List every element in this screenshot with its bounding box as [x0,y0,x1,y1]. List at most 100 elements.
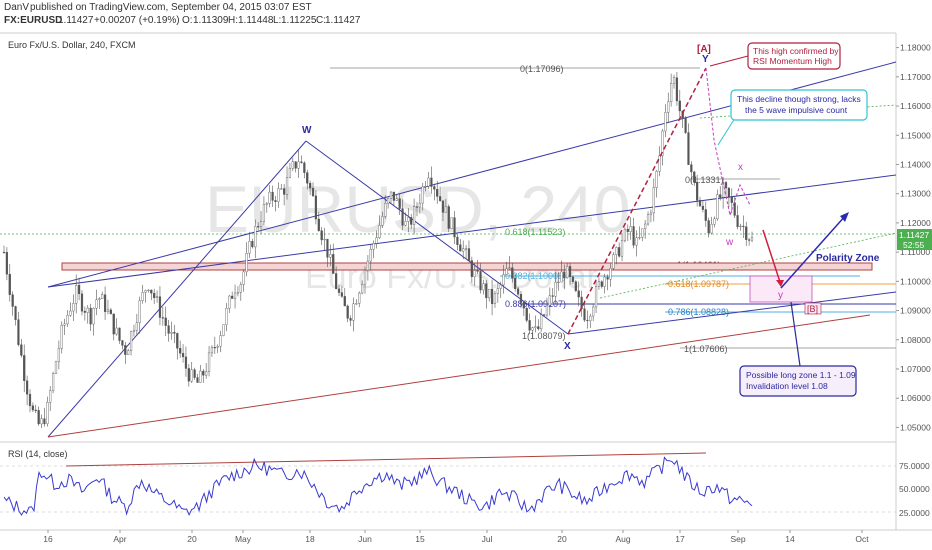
candle-body [502,274,505,286]
callout-decline[interactable]: This decline though strong, lacks the 5 … [717,89,868,146]
candle-body [456,236,459,245]
candle-body [248,241,251,254]
wave-x-small-label: x [738,162,743,173]
candle-body [20,344,23,356]
candle-body [618,247,621,257]
candle-body [516,288,520,295]
candle-body [98,298,101,300]
candle-body [548,295,551,306]
callout-high[interactable]: This high confirmed by RSI Momentum High [709,42,841,70]
wave-w-path [705,67,731,216]
candle-body [274,200,277,202]
candle-body [265,203,268,205]
candle-body [216,345,219,348]
candle-body [710,223,713,234]
time-axis[interactable]: 16 Apr 20 May 18 Jun 15 Jul 20 Aug 17 Sep 14 Oct [43,530,869,544]
candle-body [635,237,638,246]
candle-body [222,324,225,336]
candle-body [597,281,601,287]
candle-body [398,198,401,209]
middle-channel-line [47,174,897,288]
candle-body [40,418,43,425]
price-axis[interactable]: 1.18000 1.17000 1.16000 1.15000 1.14000 1.130… [900,43,931,433]
time-tick: Oct [855,534,869,544]
candle-body [184,356,188,369]
candle-body [14,306,17,320]
candle-body [499,284,502,289]
candle-body [138,300,141,323]
candle-body [589,315,592,322]
candle-body [594,286,598,308]
time-tick: Apr [113,534,126,544]
candle-body [658,155,661,172]
candle-body [424,186,427,188]
candle-body [361,284,364,294]
candle-body [473,270,476,277]
candle-body [392,191,395,201]
candle-body [37,410,40,425]
symbol-label: FX:EURUSD [4,15,62,26]
callout-long-zone[interactable]: Possible long zone 1.1 - 1.09 Invalidati… [739,301,857,397]
candle-body [727,187,730,198]
candle-body [254,226,257,248]
polarity-zone-label: Polarity Zone [816,253,880,264]
grid [896,47,899,428]
candle-body [505,268,508,275]
candle-body [161,317,164,319]
author-name[interactable]: DanV [4,2,29,13]
candle-body [236,292,240,294]
candle-body [245,253,248,273]
candle-body [592,306,595,317]
fib-618b-label: 0.618(1.09787) [668,279,729,289]
projection-up-arrowhead [840,212,849,222]
candle-body [199,370,202,383]
long-zone-box[interactable] [749,275,813,303]
candle-body [187,368,190,382]
candle-body [620,240,624,257]
fib-1b-label: 1(1.08079) [522,331,566,341]
rsi-tick-75: 75.0000 [899,461,930,471]
candle-body [395,198,398,201]
green-channel-bottom [599,232,897,299]
lower-blue-channel [567,291,897,335]
candle-body [173,332,176,334]
candle-body [31,405,34,411]
candle-body [34,409,37,411]
high-value: 1.11448 [238,15,274,26]
candle-body [349,318,352,321]
countdown-value: 52:55 [903,240,925,250]
callout-long-line1: Possible long zone 1.1 - 1.09 [746,370,856,380]
candle-body [369,248,372,262]
close-value: 1.11427 [325,15,361,26]
candle-body [450,217,453,229]
candle-body [72,303,75,312]
candle-body [641,228,644,238]
candle-body [748,239,751,241]
candle-body [476,270,479,272]
candle-body [378,225,381,238]
candle-body [745,226,748,240]
candle-body [436,189,439,197]
candle-body [566,266,569,279]
candle-body [563,271,566,279]
price-tick: 1.05000 [900,422,931,432]
price-tick: 1.07000 [900,364,931,374]
candle-body [574,281,577,291]
fib-0-label: 0(1.17096) [520,64,564,74]
candle-body [583,308,586,321]
candle-body [135,322,138,331]
candle-body [750,237,754,241]
candle-body [638,237,641,239]
candle-body [346,305,349,319]
candle-body [268,191,271,204]
candle-body [438,196,442,201]
fib-618a-label: 0.618(1.11523) [505,227,565,237]
candle-body [675,77,679,102]
wave-x-path [729,183,751,216]
price-tick: 1.16000 [900,101,931,111]
high-label: H: [228,15,238,26]
polarity-zone-box[interactable] [61,262,873,271]
last-price: 1.11427 [58,15,94,26]
candle-body [580,296,583,310]
